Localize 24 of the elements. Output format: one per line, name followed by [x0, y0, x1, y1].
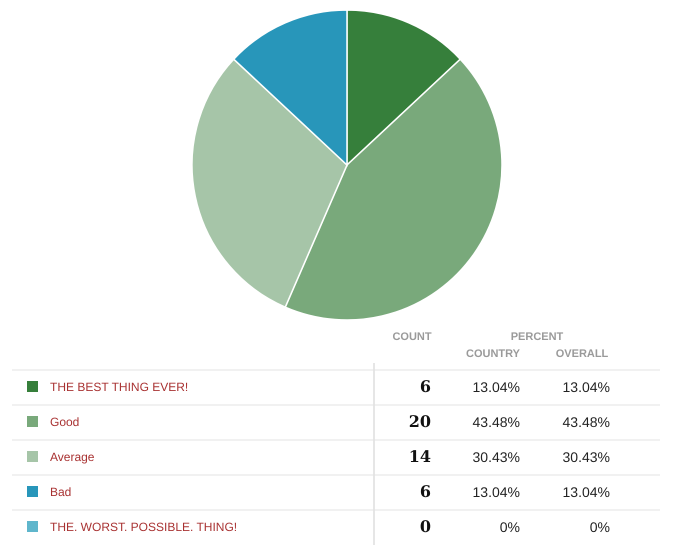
- text: COUNTRY: [466, 348, 521, 360]
- text: 13.04%: [562, 379, 610, 395]
- legend-label: Bad: [50, 485, 72, 499]
- text: 0%: [590, 519, 610, 535]
- text: 0%: [500, 519, 520, 535]
- data-label: 6: [420, 377, 431, 396]
- text: 43.48%: [472, 414, 520, 430]
- text: 43.48%: [562, 414, 610, 430]
- text: 30.43%: [562, 449, 610, 465]
- text: 13.04%: [562, 484, 610, 500]
- text: 13.04%: [472, 484, 520, 500]
- text: 30.43%: [472, 449, 520, 465]
- legend-label: THE. WORST. POSSIBLE. THING!: [50, 520, 238, 534]
- legend-label: Average: [50, 450, 95, 464]
- text: 13.04%: [472, 379, 520, 395]
- legend-label: THE BEST THING EVER!: [50, 380, 188, 394]
- data-label: 20: [408, 412, 431, 431]
- text: 0: [420, 517, 431, 536]
- text: OVERALL: [556, 348, 609, 360]
- legend-label: Good: [50, 415, 80, 429]
- text: PERCENT: [510, 331, 564, 343]
- text: COUNT: [392, 331, 432, 343]
- data-label: 14: [408, 447, 431, 466]
- data-label: 6: [420, 482, 431, 501]
